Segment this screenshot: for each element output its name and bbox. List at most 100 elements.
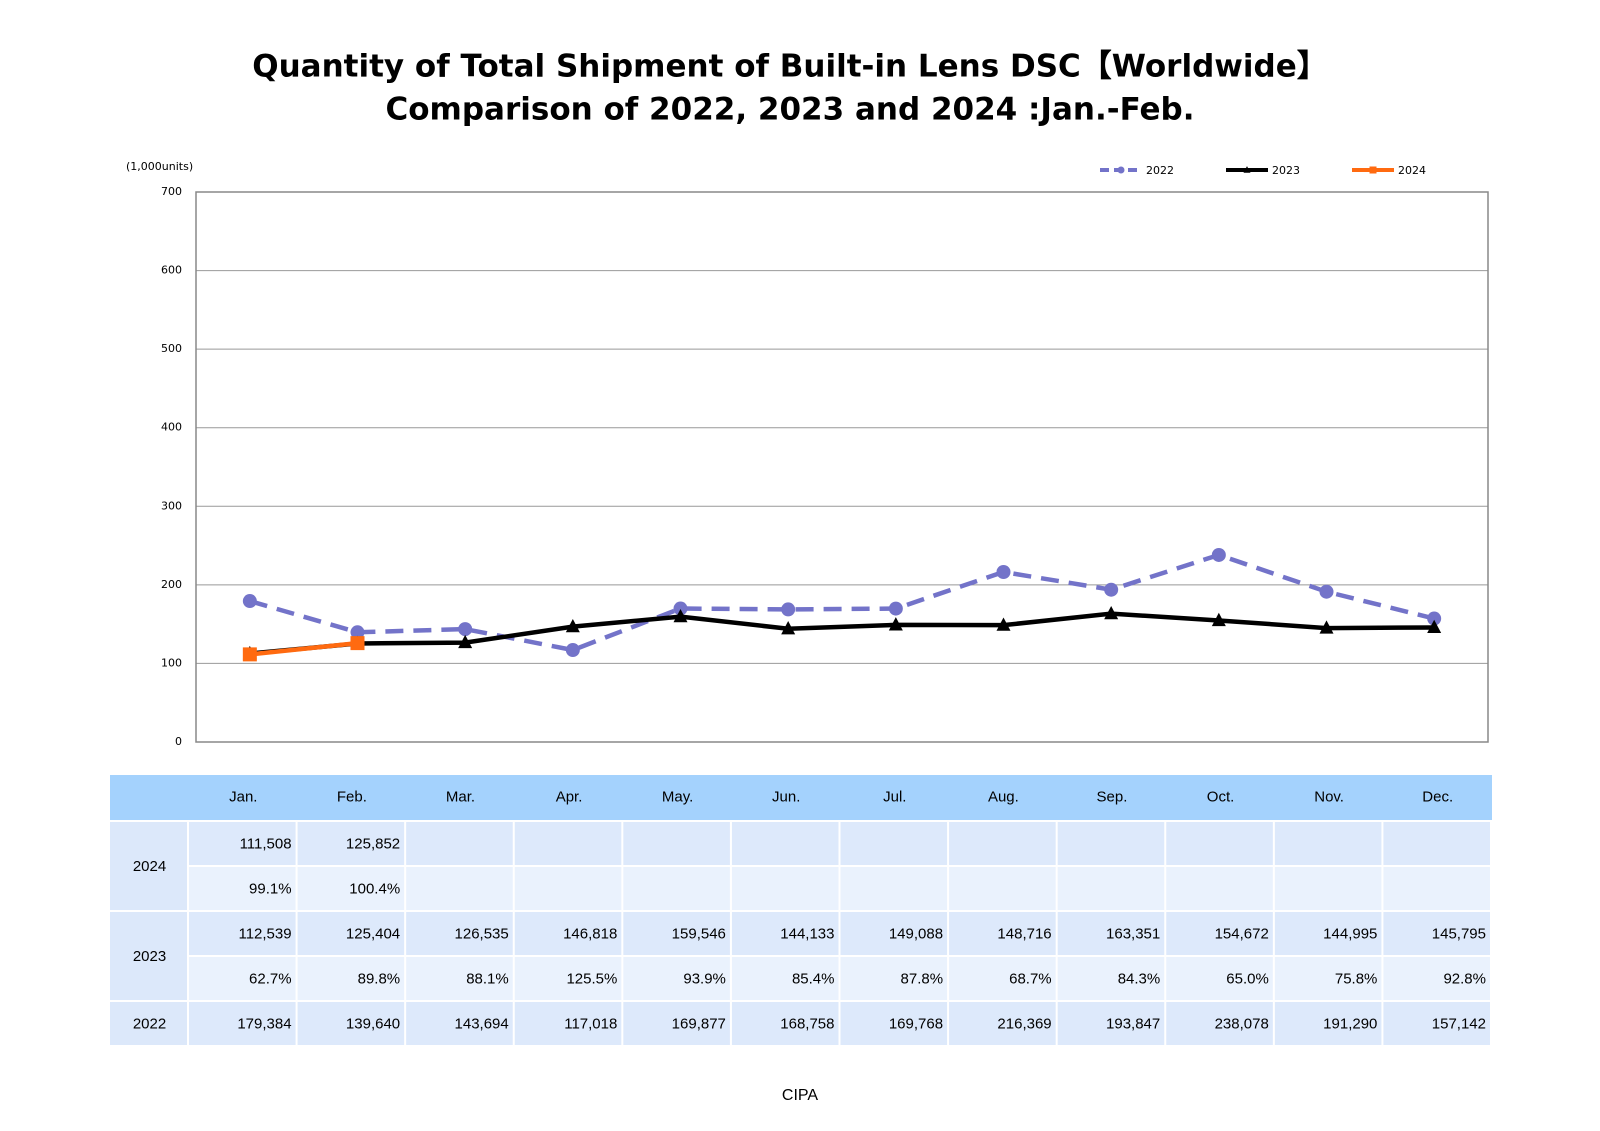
series-line [249, 552, 1435, 653]
cell-value: 125,404 [346, 925, 400, 942]
cell-value: 157,142 [1432, 1015, 1486, 1032]
table-cell [840, 867, 948, 910]
y-tick-label: 600 [161, 264, 182, 277]
table-cell [297, 957, 405, 1000]
cell-value: 75.8% [1335, 970, 1378, 987]
table-cell [731, 822, 839, 865]
data-point [673, 601, 688, 616]
table-cell [731, 912, 839, 955]
row-header: 2022 [133, 1015, 166, 1032]
table-cell [406, 912, 513, 955]
data-point [888, 601, 903, 616]
table-cell [1057, 912, 1165, 955]
table-cell [1274, 1002, 1382, 1045]
row-header: 2023 [133, 948, 166, 965]
cell-value: 139,640 [346, 1015, 400, 1032]
cell-value: 87.8% [901, 970, 944, 987]
plot-frame [195, 191, 1489, 743]
table-cell [514, 822, 622, 865]
table-cell [949, 867, 1056, 910]
table-cell [514, 912, 622, 955]
table-cell [1166, 822, 1273, 865]
cell-value: 144,133 [780, 925, 834, 942]
column-header: Jun. [772, 788, 800, 805]
cell-value: 111,508 [240, 835, 292, 852]
cell-value: 145,795 [1432, 925, 1486, 942]
cell-value: 89.8% [358, 970, 401, 987]
cell-value: 92.8% [1443, 970, 1486, 987]
table-cell [189, 822, 296, 865]
y-axis-label: (1,000units) [126, 160, 193, 173]
cell-value: 238,078 [1215, 1015, 1269, 1032]
table-cell [949, 912, 1056, 955]
data-point [350, 625, 365, 640]
cell-value: 193,847 [1106, 1015, 1160, 1032]
table-cell [189, 867, 296, 910]
table-cell [406, 822, 513, 865]
data-point [1319, 584, 1334, 599]
column-header: May. [662, 788, 693, 805]
legend-marker [1369, 166, 1377, 174]
table-cell [1383, 912, 1490, 955]
data-point [996, 564, 1011, 579]
data-point [1427, 619, 1442, 634]
table-cell [514, 867, 622, 910]
table-cell [731, 957, 839, 1000]
table-cell [623, 867, 730, 910]
cell-value: 65.0% [1226, 970, 1269, 987]
legend-marker [1243, 166, 1251, 173]
data-point [350, 636, 365, 651]
table-cell [1057, 1002, 1165, 1045]
table-cell [1383, 822, 1490, 865]
data-point [1104, 582, 1119, 597]
y-tick-label: 200 [161, 578, 182, 591]
table-cell [297, 912, 405, 955]
cell-value: 62.7% [249, 970, 292, 987]
data-point [1211, 547, 1226, 562]
table-cell [1166, 1002, 1273, 1045]
legend-label: 2023 [1272, 164, 1300, 177]
cell-value: 100.4% [349, 880, 400, 897]
data-point [1211, 612, 1226, 627]
year-cell [110, 912, 187, 1000]
table-cell [840, 1002, 948, 1045]
data-point [781, 621, 796, 635]
column-header: Jan. [229, 788, 257, 805]
cell-value: 144,995 [1323, 925, 1377, 942]
cell-value: 149,088 [889, 925, 943, 942]
table-cell [189, 912, 296, 955]
cell-value: 143,694 [455, 1015, 509, 1032]
y-tick-label: 100 [161, 656, 182, 669]
y-tick-label: 300 [161, 499, 182, 512]
chart-subtitle: Comparison of 2022, 2023 and 2024 :Jan.-… [386, 92, 1195, 128]
cell-value: 85.4% [792, 970, 835, 987]
row-header: 2024 [133, 858, 166, 875]
column-header: Jul. [883, 788, 906, 805]
table-cell [1166, 957, 1273, 1000]
table-cell [1383, 1002, 1490, 1045]
data-point [781, 602, 796, 617]
year-cell [110, 1002, 187, 1045]
table-cell [949, 957, 1056, 1000]
cell-value: 163,351 [1106, 925, 1160, 942]
table-cell [406, 957, 513, 1000]
table-cell [297, 1002, 405, 1045]
cell-value: 125,852 [346, 835, 400, 852]
data-point [1319, 620, 1334, 634]
table-cell [1166, 867, 1273, 910]
cell-value: 159,546 [672, 925, 726, 942]
table-cell [840, 822, 948, 865]
data-point [458, 634, 473, 649]
table-cell [406, 1002, 513, 1045]
cell-value: 168,758 [780, 1015, 834, 1032]
cell-value: 117,018 [564, 1015, 617, 1032]
cell-value: 169,877 [672, 1015, 726, 1032]
cell-value: 146,818 [563, 925, 617, 942]
table-cell [840, 912, 948, 955]
table-cell [1274, 912, 1382, 955]
data-point [565, 643, 580, 658]
table-cell [1274, 822, 1382, 865]
table-cell [949, 1002, 1056, 1045]
table-cell [1383, 867, 1490, 910]
table-cell [1274, 957, 1382, 1000]
